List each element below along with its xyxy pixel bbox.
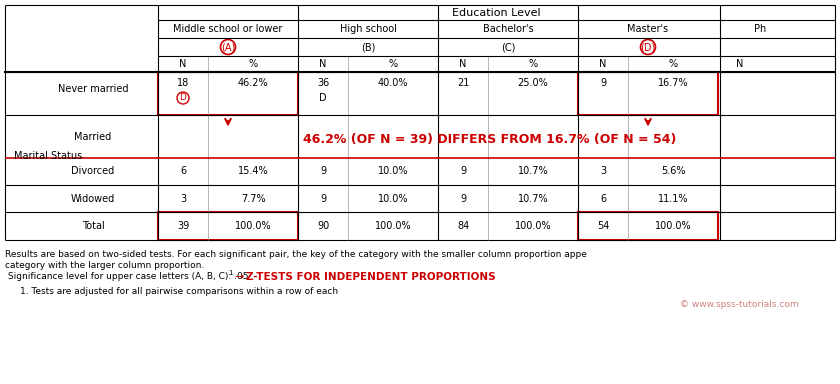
Text: Divorced: Divorced: [71, 167, 114, 177]
Text: 9: 9: [600, 78, 606, 88]
Text: 100.0%: 100.0%: [234, 221, 271, 231]
Text: 9: 9: [320, 167, 326, 177]
Text: 21: 21: [457, 78, 470, 88]
Text: Total: Total: [81, 221, 104, 231]
Text: Married: Married: [75, 131, 112, 141]
Text: (D): (D): [640, 42, 656, 52]
Text: Education Level: Education Level: [452, 8, 541, 18]
Text: (A): (A): [221, 42, 235, 52]
Text: 16.7%: 16.7%: [658, 78, 688, 88]
Text: © www.spss-tutorials.com: © www.spss-tutorials.com: [680, 300, 799, 309]
Text: 10.7%: 10.7%: [517, 194, 549, 204]
Text: D: D: [180, 93, 186, 103]
Text: 3: 3: [180, 194, 186, 204]
Text: Never married: Never married: [58, 83, 129, 93]
Text: Ph: Ph: [753, 24, 766, 34]
Text: 1. Tests are adjusted for all pairwise comparisons within a row of each: 1. Tests are adjusted for all pairwise c…: [20, 287, 339, 296]
Text: 18: 18: [177, 78, 189, 88]
Text: 84: 84: [457, 221, 469, 231]
Text: 1: 1: [228, 270, 233, 276]
Text: category with the larger column proportion.: category with the larger column proporti…: [5, 261, 204, 270]
Bar: [158, 212, 298, 240]
Text: Marital Status: Marital Status: [14, 151, 82, 161]
Text: 6: 6: [180, 167, 186, 177]
Text: 9: 9: [460, 167, 466, 177]
Text: →: →: [234, 272, 244, 282]
Text: 100.0%: 100.0%: [375, 221, 412, 231]
Text: 9: 9: [460, 194, 466, 204]
Text: 10.0%: 10.0%: [378, 167, 408, 177]
Text: (C): (C): [501, 42, 515, 52]
Text: (B): (B): [361, 42, 375, 52]
Bar: [578, 72, 718, 115]
Text: Master's: Master's: [627, 24, 669, 34]
Text: 46.2% (OF N = 39) DIFFERS FROM 16.7% (OF N = 54): 46.2% (OF N = 39) DIFFERS FROM 16.7% (OF…: [303, 133, 677, 146]
Text: D: D: [319, 93, 327, 103]
Text: Widowed: Widowed: [71, 194, 115, 204]
Bar: [158, 72, 298, 115]
Text: N: N: [179, 59, 186, 69]
Text: Bachelor's: Bachelor's: [483, 24, 533, 34]
Text: %: %: [249, 59, 258, 69]
Text: High school: High school: [339, 24, 396, 34]
Text: 3: 3: [600, 167, 606, 177]
Text: 40.0%: 40.0%: [378, 78, 408, 88]
Text: 100.0%: 100.0%: [515, 221, 551, 231]
Text: 100.0%: 100.0%: [654, 221, 691, 231]
Text: N: N: [459, 59, 467, 69]
Text: 10.0%: 10.0%: [378, 194, 408, 204]
Text: Middle school or lower: Middle school or lower: [173, 24, 283, 34]
Text: 7.7%: 7.7%: [241, 194, 265, 204]
Text: Results are based on two-sided tests. For each significant pair, the key of the : Results are based on two-sided tests. Fo…: [5, 250, 587, 259]
Text: %: %: [388, 59, 397, 69]
Text: 39: 39: [177, 221, 189, 231]
Text: N: N: [319, 59, 327, 69]
Text: Z-TESTS FOR INDEPENDENT PROPORTIONS: Z-TESTS FOR INDEPENDENT PROPORTIONS: [246, 272, 496, 282]
Text: 54: 54: [596, 221, 609, 231]
Text: 5.6%: 5.6%: [661, 167, 685, 177]
Text: 36: 36: [317, 78, 329, 88]
Text: 6: 6: [600, 194, 606, 204]
Text: 15.4%: 15.4%: [238, 167, 268, 177]
Text: Significance level for upper case letters (A, B, C): .05: Significance level for upper case letter…: [5, 272, 249, 281]
Text: 46.2%: 46.2%: [238, 78, 268, 88]
Text: 10.7%: 10.7%: [517, 167, 549, 177]
Bar: [578, 212, 718, 240]
Text: 9: 9: [320, 194, 326, 204]
Text: %: %: [669, 59, 678, 69]
Text: %: %: [528, 59, 538, 69]
Text: 25.0%: 25.0%: [517, 78, 549, 88]
Text: 90: 90: [317, 221, 329, 231]
Text: N: N: [737, 59, 743, 69]
Text: N: N: [599, 59, 606, 69]
Text: 11.1%: 11.1%: [658, 194, 688, 204]
